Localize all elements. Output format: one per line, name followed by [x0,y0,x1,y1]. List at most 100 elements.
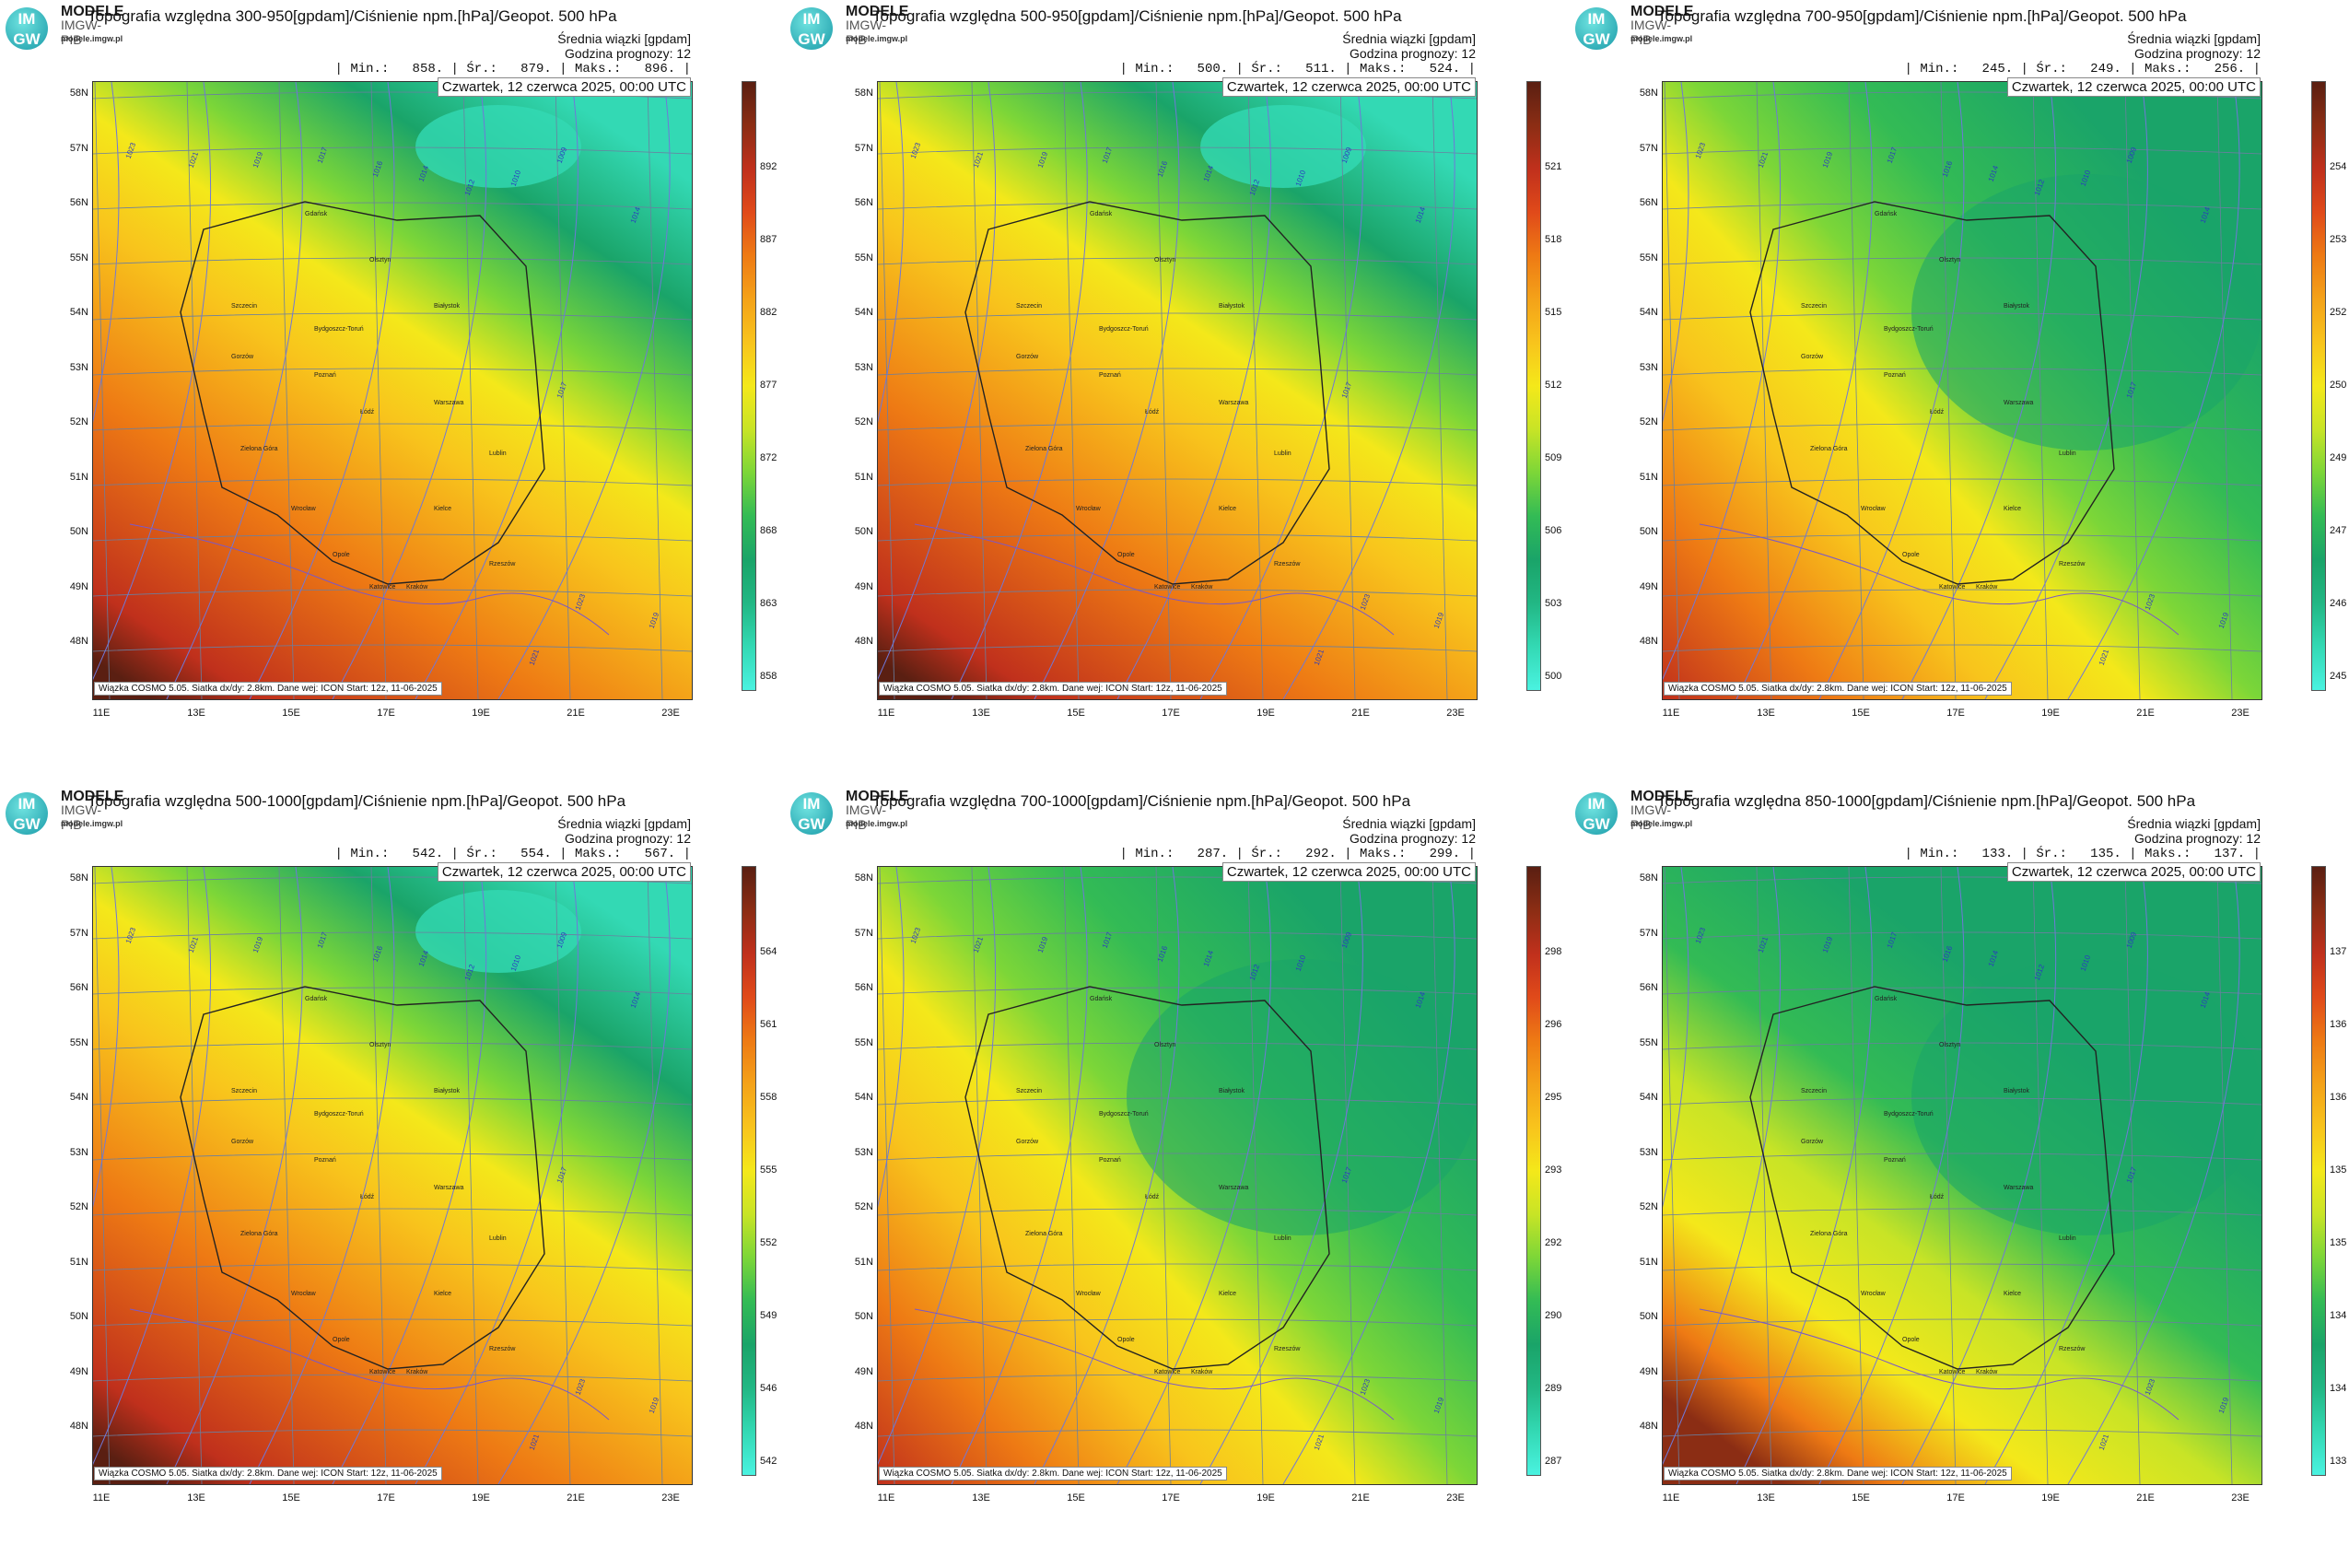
map-panel: IM GW MODELE IMGW-PIB modele.imgw.pl Topogra… [0,785,783,1568]
imgw-logo-icon: IM GW [6,7,48,50]
lat-tick-label: 48N [854,636,873,647]
city-label: Białystok [2004,303,2030,310]
lat-tick-label: 55N [69,252,88,263]
city-label: Kielce [434,506,452,512]
city-label: Opole [333,552,350,558]
city-label: Szczecin [1016,303,1043,310]
logo-url-text: modele.imgw.pl [1630,34,1693,43]
city-label: Lublin [1274,1235,1291,1242]
lon-tick-label: 11E [1662,708,1680,719]
logo-imgw-text: IMGW-PIB [846,802,887,832]
lat-tick-label: 52N [854,416,873,427]
colorbar-tick-label: 250 [2330,380,2347,391]
city-label: Bydgoszcz-Toruń [314,1111,364,1117]
lat-tick-label: 55N [1639,252,1658,263]
lat-tick-label: 58N [854,88,873,99]
city-label: Poznań [1099,1157,1121,1164]
lat-tick-label: 54N [69,307,88,318]
panel-footer: Wiązka COSMO 5.05. Siatka dx/dy: 2.8km. … [879,682,1227,696]
city-label: Białystok [434,303,461,310]
lon-tick-label: 13E [972,708,990,719]
colorbar-tick-label: 287 [1545,1456,1562,1467]
colorbar-tick-label: 882 [760,307,777,318]
lon-tick-label: 11E [1662,1492,1680,1504]
colorbar-tick-label: 863 [760,598,777,609]
lat-tick-label: 57N [69,927,88,939]
panel-stats: | Min.: 133. | Śr.: 135. | Maks.: 137. | [1904,847,2261,861]
lon-tick-label: 19E [472,1492,490,1504]
colorbar-tick-label: 135 [2330,1164,2347,1176]
city-label: Bydgoszcz-Toruń [1099,326,1149,333]
colorbar-tick-label: 521 [1545,161,1562,172]
imgw-logo-icon: IM GW [6,792,48,835]
colorbar-tick-label: 290 [1545,1310,1562,1321]
lat-tick-label: 54N [1639,1092,1658,1103]
city-label: Katowice [369,584,396,591]
imgw-logo: IM GW MODELE IMGW-PIB modele.imgw.pl [0,785,123,840]
city-label: Poznań [314,372,336,379]
colorbar-tick-label: 134 [2330,1310,2347,1321]
city-label: Rzeszów [489,1346,516,1352]
lat-tick-label: 56N [1639,982,1658,993]
lat-tick-label: 56N [69,197,88,208]
city-label: Białystok [434,1088,461,1094]
colorbar-tick-label: 555 [760,1164,777,1176]
lon-tick-label: 11E [92,1492,111,1504]
colorbar [2311,866,2326,1476]
lat-tick-label: 48N [1639,636,1658,647]
city-label: Bydgoszcz-Toruń [1884,326,1934,333]
lat-tick-label: 57N [1639,927,1658,939]
imgw-logo: IM GW MODELE IMGW-PIB modele.imgw.pl [785,0,908,55]
lon-tick-label: 19E [2041,708,2060,719]
city-label: Olsztyn [1939,257,1961,263]
forecast-hour: Godzina prognozy: 12 [2134,831,2261,846]
lat-tick-label: 57N [1639,142,1658,154]
panel-subtitle: Średnia wiązki [gpdam] [2127,816,2261,831]
logo-url-text: modele.imgw.pl [61,34,123,43]
lon-tick-label: 17E [1162,1492,1180,1504]
imgw-logo-icon: IM GW [1575,7,1618,50]
lat-tick-label: 51N [1639,1256,1658,1268]
colorbar-tick-label: 254 [2330,161,2347,172]
city-label: Katowice [1154,1369,1181,1375]
lon-tick-label: 17E [377,708,395,719]
logo-url-text: modele.imgw.pl [1630,819,1693,828]
city-label: Katowice [1939,1369,1966,1375]
city-label: Gdańsk [305,211,328,217]
city-label: Białystok [1219,1088,1245,1094]
forecast-date: Czwartek, 12 czerwca 2025, 00:00 UTC [2006,862,2261,882]
lat-tick-label: 55N [1639,1036,1658,1048]
colorbar [742,866,756,1476]
map-panel: IM GW MODELE IMGW-PIB modele.imgw.pl Topogra… [1570,785,2349,1568]
city-label: Lublin [2059,451,2076,457]
city-label: Wrocław [291,1291,316,1297]
colorbar-tick-label: 253 [2330,234,2347,245]
forecast-hour: Godzina prognozy: 12 [565,46,691,61]
city-label: Wrocław [1076,1291,1101,1297]
city-label: Olsztyn [369,1042,392,1048]
panel-subtitle: Średnia wiązki [gpdam] [557,31,691,46]
lon-tick-label: 21E [1351,1492,1370,1504]
city-label: Warszawa [2004,1185,2034,1191]
colorbar-tick-label: 293 [1545,1164,1562,1176]
colorbar-tick-label: 518 [1545,234,1562,245]
map-area: Gdańsk Olsztyn Szczecin Bydgoszcz-Toruń Biał… [1662,866,2262,1485]
map-panel: IM GW MODELE IMGW-PIB modele.imgw.pl Topogra… [1570,0,2349,783]
colorbar-tick-label: 515 [1545,307,1562,318]
city-label: Rzeszów [1274,1346,1301,1352]
lon-tick-label: 15E [1852,708,1870,719]
field-map [878,867,1477,1484]
city-label: Kielce [2004,1291,2022,1297]
lon-tick-label: 21E [2136,708,2155,719]
lon-tick-label: 15E [282,1492,300,1504]
logo-imgw-text: IMGW-PIB [1630,802,1672,832]
forecast-date: Czwartek, 12 czerwca 2025, 00:00 UTC [1221,862,1476,882]
lat-tick-label: 51N [69,1256,88,1268]
lon-tick-label: 23E [2231,1492,2250,1504]
lat-tick-label: 49N [69,580,88,592]
lat-tick-label: 55N [69,1036,88,1048]
colorbar-tick-label: 564 [760,946,777,957]
lat-tick-label: 51N [854,1256,873,1268]
city-label: Wrocław [1861,506,1886,512]
field-map [93,867,692,1484]
